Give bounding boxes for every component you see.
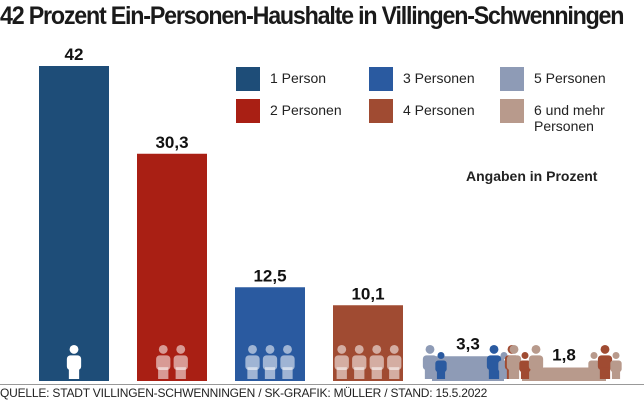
- legend-label: 2 Personen: [270, 102, 342, 118]
- bar: [522, 367, 606, 381]
- legend-swatch: [500, 99, 524, 123]
- bar-group-3: 12,5: [235, 266, 305, 381]
- value-label: 1,8: [552, 346, 576, 365]
- legend-item-5-personen: 5 Personen: [500, 67, 644, 91]
- person-icon: [506, 345, 522, 379]
- bar-group-6: 1,8: [506, 345, 622, 381]
- legend-label: 4 Personen: [403, 102, 475, 118]
- person-icon: [173, 345, 188, 379]
- legend-item-2-personen: 2 Personen: [236, 99, 380, 123]
- person-icon: [262, 345, 278, 379]
- legend-swatch: [369, 67, 393, 91]
- person-icon: [387, 345, 402, 379]
- value-label: 3,3: [456, 334, 480, 353]
- person-icon: [245, 345, 260, 379]
- person-icon: [369, 345, 384, 379]
- bar-group-1: 42: [39, 45, 109, 381]
- source-divider: [0, 384, 644, 385]
- person-icon: [334, 345, 349, 379]
- legend-swatch: [236, 99, 260, 123]
- legend-label: 1 Person: [270, 70, 327, 86]
- bar-group-4: 10,1: [333, 284, 403, 381]
- person-icon: [156, 345, 171, 379]
- person-icon: [435, 352, 447, 379]
- legend-swatch: [236, 67, 260, 91]
- value-label: 42: [65, 45, 84, 64]
- person-icon: [352, 345, 367, 379]
- bar-group-2: 30,3: [137, 133, 207, 381]
- person-icon: [588, 352, 600, 379]
- person-icon: [597, 345, 613, 379]
- bar-group-5: 3,3: [422, 334, 520, 381]
- person-icon: [519, 352, 531, 379]
- person-icon: [422, 345, 438, 379]
- person-icon: [528, 345, 544, 379]
- value-label: 30,3: [155, 133, 188, 152]
- legend-item-3-personen: 3 Personen: [369, 67, 513, 91]
- legend-label: 3 Personen: [403, 70, 475, 86]
- person-icon: [66, 345, 82, 379]
- legend-item-4-personen: 4 Personen: [369, 99, 513, 123]
- legend-swatch: [369, 99, 393, 123]
- legend-label: 6 und mehr Personen: [534, 102, 605, 134]
- person-icon: [486, 345, 502, 379]
- value-label: 10,1: [351, 284, 384, 303]
- source-credit: QUELLE: STADT VILLINGEN-SCHWENNINGEN / S…: [0, 386, 488, 400]
- legend-swatch: [500, 67, 524, 91]
- value-label: 12,5: [253, 266, 286, 285]
- person-icon: [610, 352, 622, 379]
- chart-title: 42 Prozent Ein-Personen-Haushalte in Vil…: [0, 2, 624, 30]
- bar: [39, 66, 109, 381]
- bar: [137, 153, 207, 381]
- bar-chart: 42 30,3 12,5 10,1 3,3 1,8: [39, 45, 622, 381]
- unit-note: Angaben in Prozent: [466, 168, 598, 184]
- legend-item-1-person: 1 Person: [236, 67, 380, 91]
- legend-label: 5 Personen: [534, 70, 606, 86]
- legend-item-6-und-mehr-personen: 6 und mehr Personen: [500, 99, 634, 134]
- person-icon: [280, 345, 295, 379]
